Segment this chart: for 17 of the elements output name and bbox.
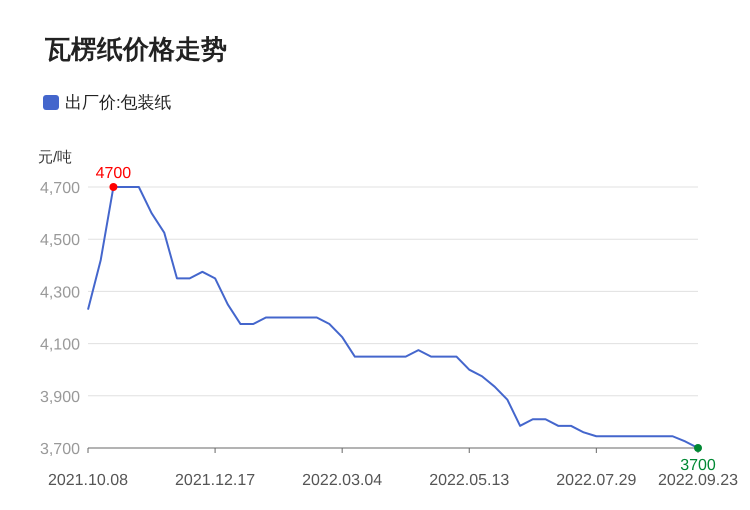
- x-tick-label: 2022.09.23: [658, 472, 738, 489]
- legend-label: 出厂价:包装纸: [65, 93, 172, 112]
- x-tick-label: 2022.07.29: [556, 472, 636, 489]
- y-axis-title: 元/吨: [38, 149, 72, 166]
- y-tick-label: 3,900: [40, 388, 80, 406]
- data-label: 4700: [96, 165, 132, 182]
- chart-title: 瓦楞纸价格走势: [44, 34, 227, 64]
- x-tick-label: 2021.12.17: [175, 472, 256, 489]
- x-tick-label: 2021.10.08: [48, 472, 128, 489]
- y-tick-label: 4,300: [40, 284, 80, 302]
- y-tick-label: 4,500: [40, 232, 80, 250]
- y-tick-label: 4,700: [40, 180, 80, 197]
- y-tick-label: 3,700: [40, 441, 80, 458]
- x-tick-label: 2022.03.04: [302, 472, 382, 489]
- y-tick-label: 4,100: [40, 336, 80, 354]
- data-label: 3700: [680, 457, 716, 474]
- x-tick-label: 2022.05.13: [429, 472, 510, 489]
